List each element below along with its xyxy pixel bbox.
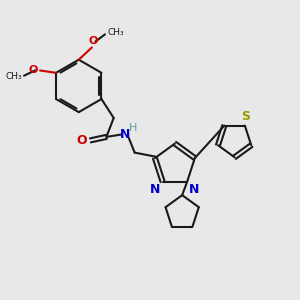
Text: CH₃: CH₃ — [107, 28, 124, 37]
Text: H: H — [128, 123, 137, 133]
Text: N: N — [120, 128, 130, 141]
Text: N: N — [189, 183, 199, 196]
Text: O: O — [89, 36, 98, 46]
Text: O: O — [28, 65, 38, 75]
Text: CH₃: CH₃ — [5, 72, 22, 81]
Text: N: N — [150, 183, 160, 196]
Text: S: S — [241, 110, 250, 123]
Text: O: O — [76, 134, 87, 148]
